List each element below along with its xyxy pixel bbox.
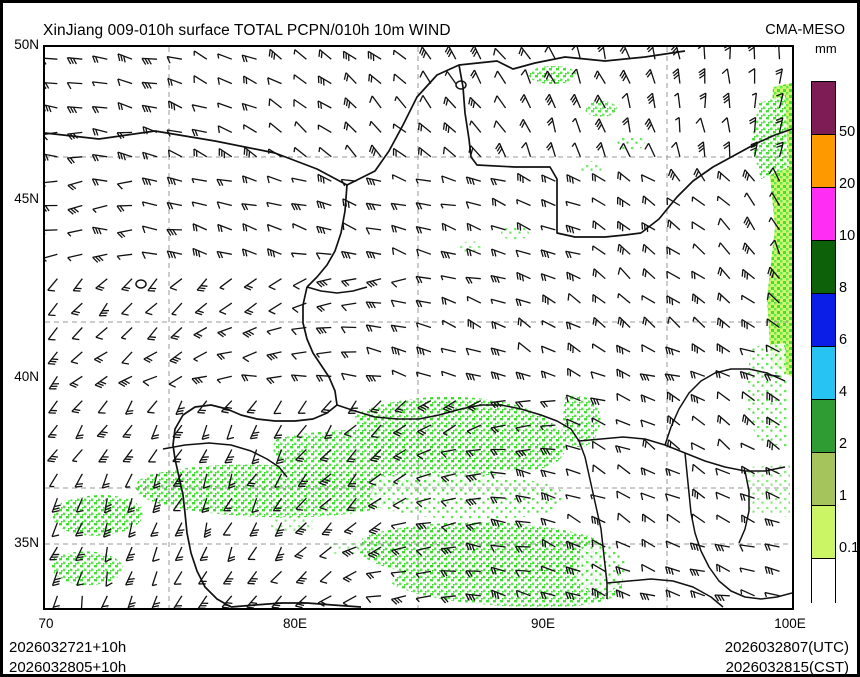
footer-init-time-cst: 2026032805+10h: [9, 659, 127, 676]
colorbar-units-label: mm: [815, 41, 837, 56]
colorbar-band-100: [812, 82, 835, 134]
grid-lines: [45, 47, 792, 608]
colorbar-tick-1: 1: [839, 488, 848, 504]
y-tick-50n: 50N: [14, 37, 39, 52]
x-tick-100e: 100E: [774, 616, 806, 631]
y-tick-40n: 40N: [14, 369, 39, 384]
colorbar-tick-2: 2: [839, 436, 848, 452]
colorbar-band-10: [812, 240, 835, 293]
precipitation-colorbar[interactable]: [811, 81, 836, 611]
colorbar-band-50: [812, 134, 835, 187]
colorbar-tick-20: 20: [839, 176, 856, 192]
colorbar-tick-6: 6: [839, 332, 848, 348]
colorbar-band-4: [812, 399, 835, 452]
map-plot-area[interactable]: [43, 45, 794, 610]
x-tick-90e: 90E: [530, 616, 556, 631]
colorbar-tick-4: 4: [839, 384, 848, 400]
colorbar-band-8: [812, 293, 835, 346]
x-tick-80e: 80E: [282, 616, 308, 631]
colorbar-band-1: [812, 505, 835, 558]
footer-valid-time-cst: 2026032815(CST): [725, 659, 849, 676]
page-title: XinJiang 009-010h surface TOTAL PCPN/010…: [43, 22, 451, 39]
model-label: CMA-MESO: [765, 22, 845, 38]
colorbar-tick-50: 50: [839, 124, 856, 140]
colorbar-band-6: [812, 346, 835, 399]
province-outlines: [162, 286, 792, 608]
y-tick-45n: 45N: [14, 191, 39, 206]
lake-markers: [135, 80, 467, 289]
footer-init-time-utc: 2026032721+10h: [9, 639, 127, 656]
colorbar-tick-0.1: 0.1: [839, 540, 860, 556]
colorbar-band-2: [812, 452, 835, 505]
colorbar-tick-10: 10: [839, 228, 856, 244]
y-tick-35n: 35N: [14, 535, 39, 550]
colorbar-tick-8: 8: [839, 280, 848, 296]
map-canvas: [45, 47, 792, 608]
colorbar-band-0.1: [812, 558, 835, 611]
x-tick-70e: 70: [38, 616, 54, 631]
footer-valid-time-utc: 2026032807(UTC): [724, 639, 849, 656]
colorbar-band-20: [812, 187, 835, 240]
border-lines: [45, 50, 792, 608]
